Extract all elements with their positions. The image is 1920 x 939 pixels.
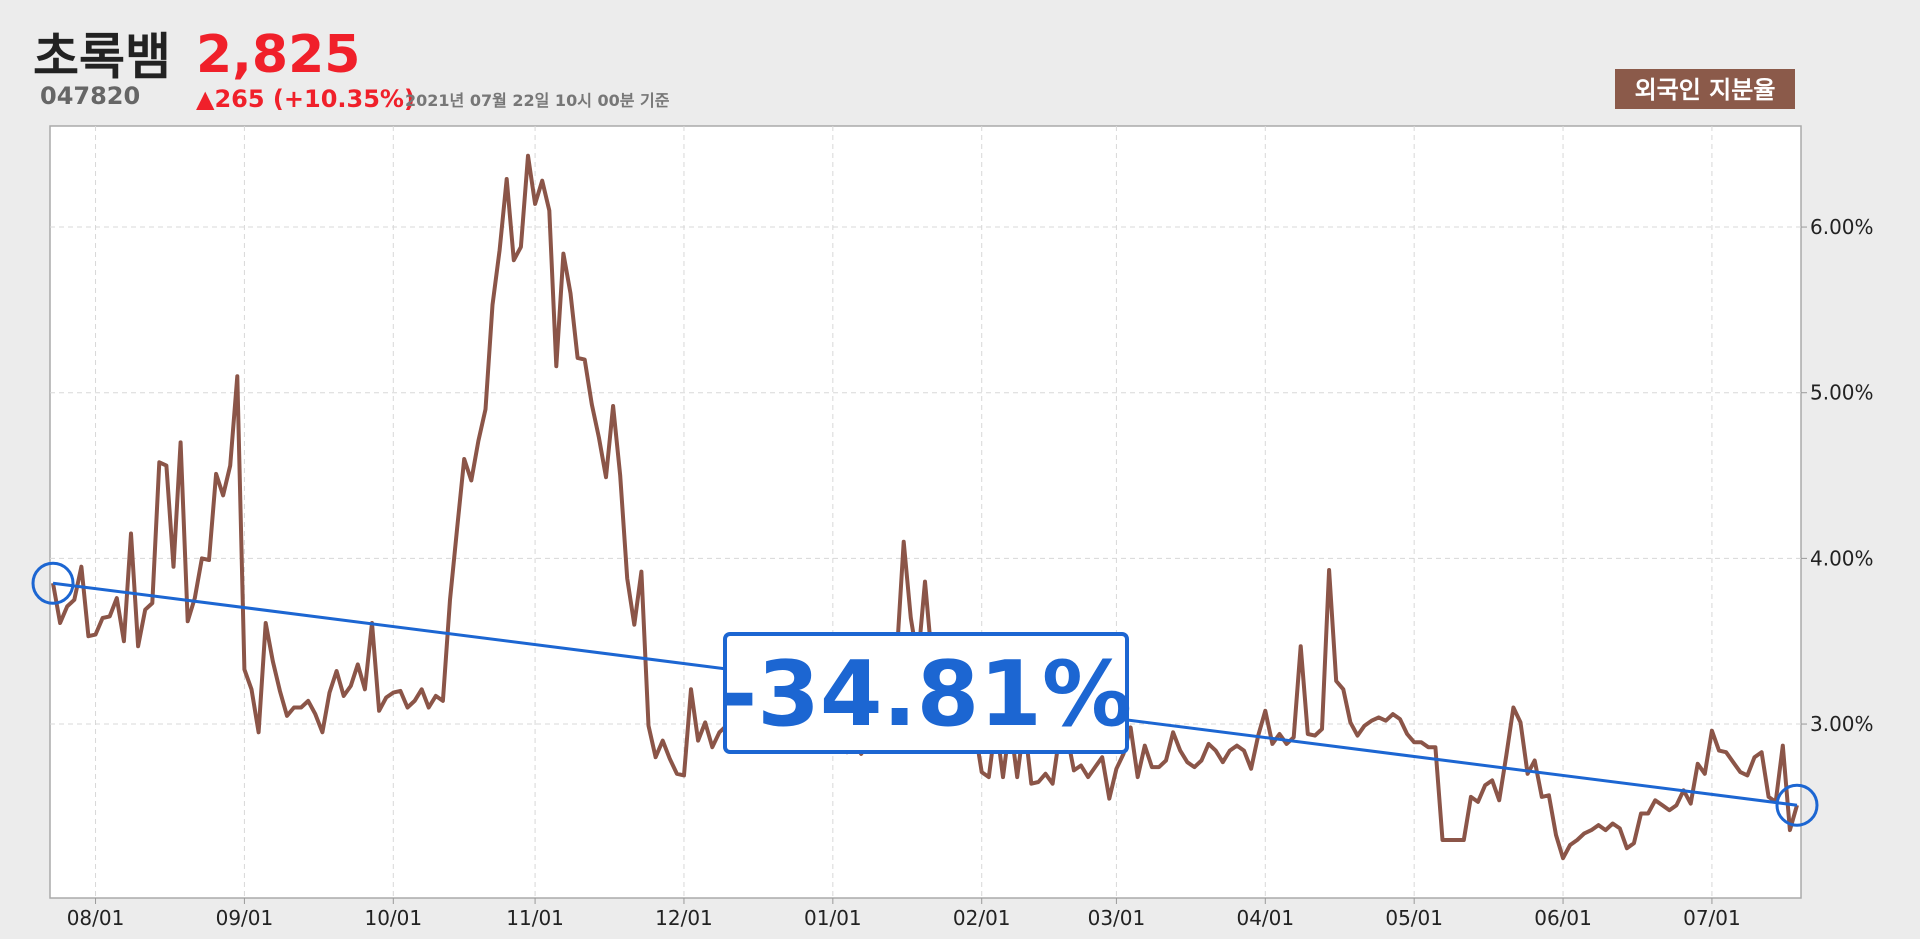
y-tick-label: 6.00%: [1810, 215, 1874, 239]
x-tick-label: 09/01: [216, 906, 274, 930]
x-tick-label: 05/01: [1385, 906, 1443, 930]
price: 2,825: [196, 25, 360, 85]
badge: 외국인 지분율: [1635, 76, 1776, 104]
x-tick-label: 07/01: [1683, 906, 1741, 930]
x-tick-label: 04/01: [1236, 906, 1294, 930]
stock-code: 047820: [40, 82, 140, 110]
x-tick-label: 11/01: [506, 906, 564, 930]
trend-start: [31, 561, 75, 605]
x-tick-label: 10/01: [364, 906, 422, 930]
series-line: [51, 153, 1799, 861]
y-tick-label: 4.00%: [1810, 546, 1874, 570]
timestamp: 2021년 07월 22일 10시 00분 기준: [405, 91, 670, 110]
x-tick-label: 08/01: [67, 906, 125, 930]
x-tick-label: 12/01: [655, 906, 713, 930]
trend-end: [1775, 783, 1819, 827]
price-change: ▲265 (+10.35%): [196, 85, 415, 113]
x-tick-label: 03/01: [1088, 906, 1146, 930]
y-tick-label: 3.00%: [1810, 712, 1874, 736]
annotation: -34.81%: [720, 642, 1132, 747]
annotation-box: [723, 632, 1129, 754]
x-tick-label: 06/01: [1534, 906, 1592, 930]
stock-name: 초록뱀: [33, 28, 171, 86]
x-tick-label: 02/01: [953, 906, 1011, 930]
badge-bg: [1615, 69, 1795, 109]
x-tick-label: 01/01: [804, 906, 862, 930]
y-tick-label: 5.00%: [1810, 381, 1874, 405]
